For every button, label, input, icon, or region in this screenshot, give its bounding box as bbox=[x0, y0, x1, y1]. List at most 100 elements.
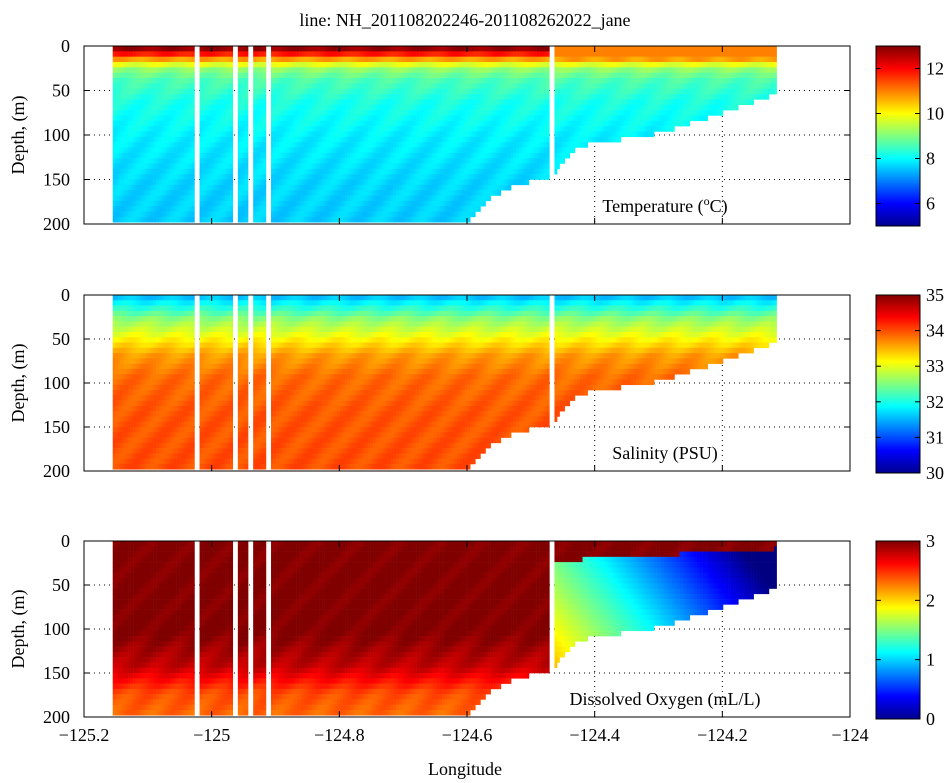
data-cell bbox=[294, 83, 297, 90]
data-cell bbox=[391, 120, 394, 127]
data-cell bbox=[151, 147, 154, 154]
data-cell bbox=[199, 184, 203, 191]
data-cell bbox=[117, 190, 121, 196]
data-cell bbox=[276, 174, 279, 180]
data-cell bbox=[380, 104, 384, 111]
data-cell bbox=[115, 94, 119, 100]
data-cell bbox=[166, 46, 170, 52]
data-cell bbox=[191, 163, 195, 170]
data-cell bbox=[350, 120, 354, 127]
data-cell bbox=[158, 104, 162, 111]
data-cell bbox=[240, 72, 244, 79]
data-cell bbox=[217, 195, 221, 202]
data-cell bbox=[442, 168, 445, 175]
data-cell bbox=[125, 99, 129, 106]
data-cell bbox=[375, 99, 379, 106]
data-cell bbox=[337, 131, 341, 138]
data-cell bbox=[411, 174, 415, 180]
data-cell bbox=[329, 62, 333, 68]
data-cell bbox=[411, 168, 415, 175]
data-cell bbox=[278, 110, 282, 116]
data-cell bbox=[179, 147, 182, 154]
data-cell bbox=[380, 142, 384, 148]
data-cell bbox=[145, 147, 149, 154]
data-cell bbox=[138, 152, 142, 159]
data-cell bbox=[227, 163, 231, 170]
data-cell bbox=[337, 78, 341, 84]
data-cell bbox=[255, 142, 259, 148]
data-cell bbox=[352, 56, 356, 63]
data-cell bbox=[421, 110, 425, 116]
data-cell bbox=[176, 163, 180, 170]
data-cell bbox=[288, 72, 292, 79]
data-cell bbox=[296, 88, 300, 95]
data-cell bbox=[158, 62, 162, 68]
data-cell bbox=[133, 142, 137, 148]
data-cell bbox=[273, 120, 277, 127]
data-cell bbox=[130, 174, 134, 180]
data-cell bbox=[457, 174, 461, 180]
data-cell bbox=[115, 62, 119, 68]
data-cell bbox=[314, 88, 318, 95]
data-cell bbox=[179, 158, 182, 164]
data-cell bbox=[133, 190, 137, 196]
data-cell bbox=[398, 142, 402, 148]
data-cell bbox=[245, 206, 249, 212]
data-cell bbox=[434, 83, 438, 90]
data-cell bbox=[253, 168, 257, 175]
data-cell bbox=[306, 51, 310, 57]
data-cell bbox=[511, 174, 514, 180]
data-cell bbox=[475, 120, 479, 127]
data-cell bbox=[431, 83, 435, 90]
data-cell bbox=[393, 51, 397, 57]
data-cell bbox=[516, 78, 520, 84]
data-cell bbox=[120, 104, 124, 111]
data-cell bbox=[414, 110, 417, 116]
data-cell bbox=[439, 88, 443, 95]
data-cell bbox=[498, 152, 502, 159]
data-cell bbox=[347, 72, 351, 79]
data-cell bbox=[370, 158, 374, 164]
data-cell bbox=[411, 147, 415, 154]
data-cell bbox=[240, 136, 244, 143]
data-cell bbox=[421, 136, 425, 143]
data-cell bbox=[204, 190, 208, 196]
data-cell bbox=[301, 168, 305, 175]
data-cell bbox=[258, 190, 262, 196]
data-cell bbox=[408, 104, 412, 111]
data-cell bbox=[357, 211, 361, 218]
data-cell bbox=[151, 51, 154, 57]
data-cell bbox=[439, 46, 443, 52]
data-cell bbox=[429, 163, 433, 170]
data-cell bbox=[434, 94, 438, 100]
data-cell bbox=[181, 174, 185, 180]
data-cell bbox=[202, 190, 205, 196]
data-cell bbox=[255, 168, 259, 175]
data-cell bbox=[337, 200, 341, 207]
data-cell bbox=[311, 94, 315, 100]
data-cell bbox=[237, 147, 241, 154]
data-cell bbox=[442, 56, 445, 63]
data-cell bbox=[513, 83, 517, 90]
data-cell bbox=[122, 88, 126, 95]
data-cell bbox=[278, 152, 282, 159]
data-cell bbox=[299, 62, 302, 68]
data-cell bbox=[442, 216, 445, 223]
data-cell bbox=[161, 142, 165, 148]
data-cell bbox=[276, 56, 279, 63]
data-cell bbox=[120, 126, 124, 132]
data-cell bbox=[191, 120, 195, 127]
data-cell bbox=[148, 46, 152, 52]
data-cell bbox=[122, 195, 126, 202]
data-cell bbox=[138, 147, 142, 154]
data-cell bbox=[439, 115, 443, 122]
data-cell bbox=[355, 94, 359, 100]
data-cell bbox=[316, 126, 320, 132]
data-cell bbox=[480, 126, 484, 132]
data-cell bbox=[508, 83, 512, 90]
data-cell bbox=[294, 94, 297, 100]
data-cell bbox=[309, 88, 313, 95]
data-cell bbox=[319, 147, 323, 154]
data-cell bbox=[401, 94, 405, 100]
data-cell bbox=[163, 46, 167, 52]
